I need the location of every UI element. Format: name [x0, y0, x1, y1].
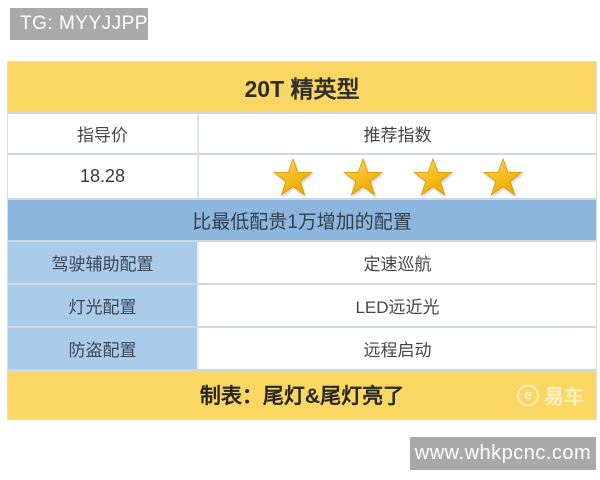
star-rating — [272, 157, 523, 196]
recommend-index-header: 推荐指数 — [363, 126, 432, 145]
star-icon — [342, 157, 383, 196]
table-footer-row: 制表：尾灯&尾灯亮了 e 易车 — [8, 369, 596, 419]
watermark-badge-top-label: TG: MYYJJPP — [20, 13, 148, 34]
config-category-label: 防盗配置 — [8, 328, 199, 369]
table-row: 防盗配置 远程启动 — [8, 326, 596, 369]
table-credit-label: 制表：尾灯&尾灯亮了 — [199, 385, 405, 408]
watermark-badge-bottom-label: www.whkpcnc.com — [414, 442, 592, 464]
section-banner-label: 比最低配贵1万增加的配置 — [192, 211, 412, 233]
watermark-badge-top: TG: MYYJJPP — [10, 8, 148, 40]
config-category-label: 灯光配置 — [8, 285, 199, 326]
guide-price-header: 指导价 — [8, 114, 199, 153]
config-value: 远程启动 — [363, 341, 432, 360]
table-row: 驾驶辅助配置 定速巡航 — [8, 240, 596, 283]
watermark-badge-bottom: www.whkpcnc.com — [410, 437, 596, 470]
star-icon — [272, 157, 313, 196]
guide-price-value: 18.28 — [79, 166, 126, 186]
yiche-brand-label: 易车 — [544, 386, 584, 409]
table-title-row: 20T 精英型 — [8, 62, 596, 112]
car-spec-table: 20T 精英型 指导价 推荐指数 18.28 比最低配贵1万增加的配置 驾驶辅助… — [7, 61, 597, 420]
star-icon — [412, 157, 453, 196]
yiche-watermark: e 易车 — [517, 381, 584, 410]
section-banner-row: 比最低配贵1万增加的配置 — [8, 198, 596, 240]
config-category-label: 驾驶辅助配置 — [8, 242, 199, 283]
column-header-row: 指导价 推荐指数 — [8, 112, 596, 153]
config-value: 定速巡航 — [363, 255, 432, 274]
star-icon — [482, 157, 523, 196]
yiche-logo-icon: e — [517, 384, 539, 406]
trim-title: 20T 精英型 — [244, 76, 360, 102]
table-row: 灯光配置 LED远近光 — [8, 283, 596, 326]
config-value: LED远近光 — [355, 298, 440, 317]
price-rating-row: 18.28 — [8, 153, 596, 198]
